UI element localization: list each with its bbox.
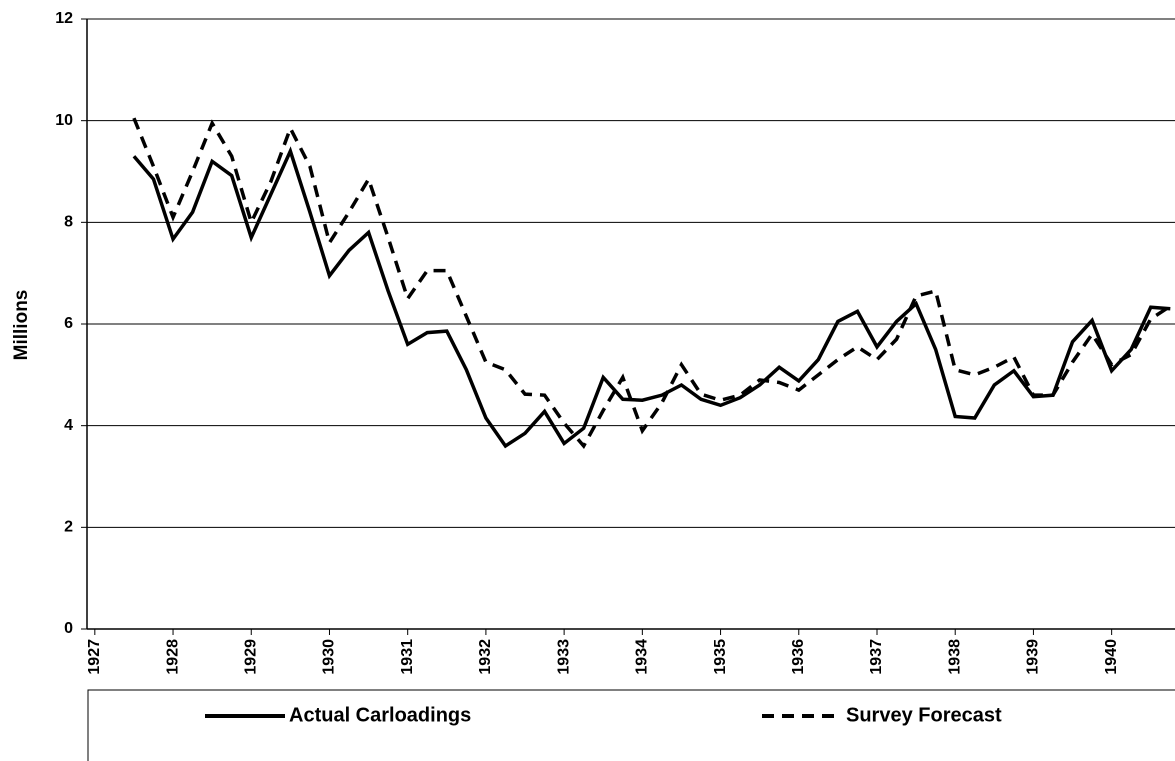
y-axis-label: Millions	[11, 290, 32, 361]
x-tick-label: 1927	[86, 639, 103, 675]
x-tick-label: 1931	[399, 639, 416, 675]
legend-label: Survey Forecast	[846, 704, 1002, 726]
y-tick-label: 10	[55, 112, 73, 129]
y-tick-label: 2	[64, 519, 73, 536]
y-tick-label: 4	[64, 417, 73, 434]
x-tick-label: 1929	[242, 639, 259, 675]
x-tick-label: 1930	[321, 639, 338, 675]
legend-box	[87, 689, 1175, 761]
x-tick-label: 1928	[164, 639, 181, 675]
x-tick-label: 1940	[1103, 639, 1120, 675]
y-tick-label: 0	[64, 620, 73, 637]
x-tick-label: 1939	[1025, 639, 1042, 675]
y-tick-label: 6	[64, 315, 73, 332]
legend-label: Actual Carloadings	[289, 704, 471, 726]
x-tick-label: 1938	[946, 639, 963, 675]
x-tick-label: 1936	[790, 639, 807, 675]
y-tick-label: 12	[55, 10, 73, 27]
x-tick-label: 1933	[555, 639, 572, 675]
y-tick-label: 8	[64, 214, 73, 231]
series-line	[132, 146, 1171, 449]
x-tick-label: 1935	[712, 639, 729, 675]
x-tick-label: 1932	[477, 639, 494, 675]
x-tick-label: 1934	[634, 639, 651, 675]
series-line	[132, 117, 1172, 450]
x-tick-label: 1937	[868, 639, 885, 675]
